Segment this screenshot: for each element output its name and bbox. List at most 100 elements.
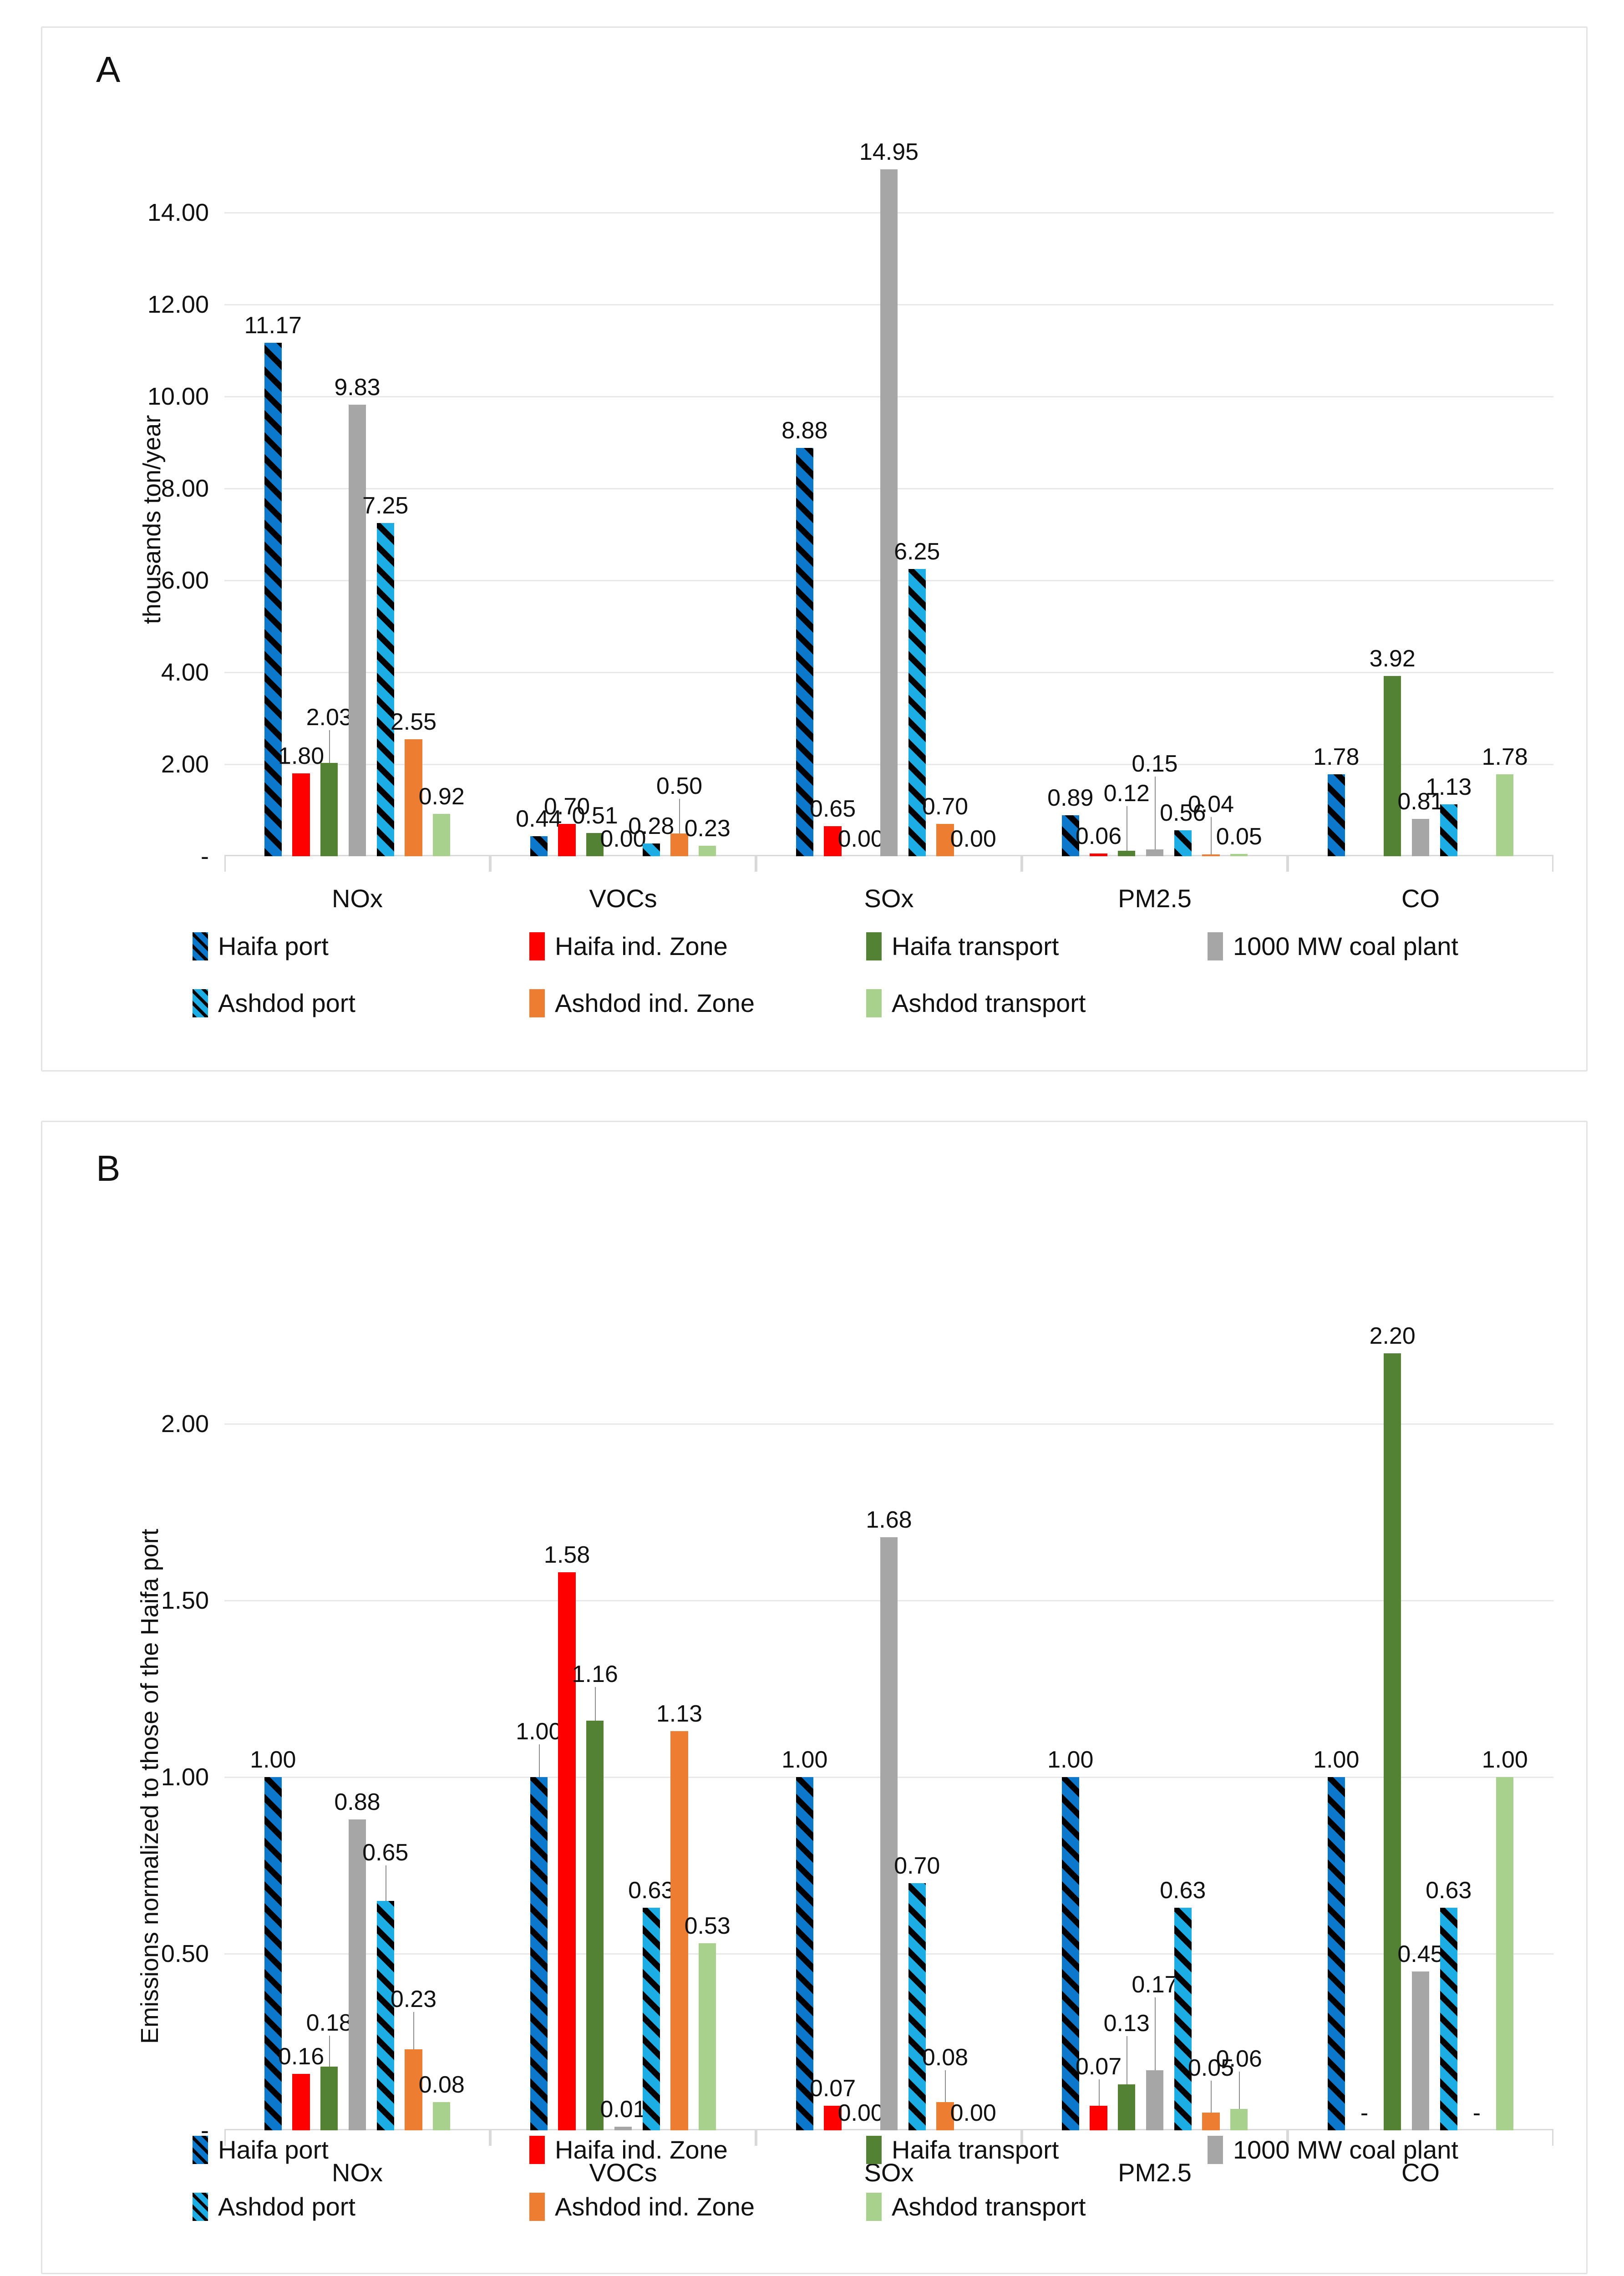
bar-ashdod-port-sox[interactable] <box>908 569 926 856</box>
bar-haifa-ind-pm25[interactable] <box>1090 2105 1107 2130</box>
bar-ashdod-port-vocs[interactable] <box>642 843 660 856</box>
bar-ashdod-tran-nox[interactable] <box>433 814 451 856</box>
legend-row: Haifa port Haifa ind. Zone Haifa transport… <box>193 2135 1512 2192</box>
legend-item-coal[interactable]: 1000 MW coal plant <box>1208 931 1458 961</box>
legend-item-haifa-tran[interactable]: Haifa transport <box>866 931 1059 961</box>
bar-ashdod-ind-vocs[interactable] <box>670 1731 688 2130</box>
bar-slot: 1.00 <box>1482 1311 1528 2130</box>
bar-ashdod-port-co[interactable] <box>1440 804 1457 856</box>
bar-haifa-ind-sox[interactable] <box>824 2105 842 2130</box>
legend-item-haifa-port[interactable]: Haifa port <box>193 931 329 961</box>
bar-slot: 0.00 <box>838 144 884 856</box>
bar-coal-nox[interactable] <box>348 1819 366 2130</box>
bar-ashdod-tran-vocs[interactable] <box>699 845 716 856</box>
bar-ashdod-port-pm25[interactable] <box>1174 830 1192 856</box>
bar-ashdod-tran-pm25[interactable] <box>1230 2109 1248 2130</box>
bar-slot: - <box>1463 1311 1491 2130</box>
bar-ashdod-tran-vocs[interactable] <box>699 1943 716 2130</box>
legend-label: Haifa ind. Zone <box>555 2135 728 2164</box>
bar-ashdod-tran-co[interactable] <box>1496 774 1514 856</box>
bar-ashdod-port-vocs[interactable] <box>642 1908 660 2130</box>
bar-ashdod-port-nox[interactable] <box>376 523 394 856</box>
bar-coal-pm25[interactable] <box>1146 849 1164 856</box>
bar-ashdod-tran-nox[interactable] <box>433 2102 451 2130</box>
bar-haifa-tran-pm25[interactable] <box>1118 850 1136 856</box>
bar-haifa-ind-vocs[interactable] <box>558 1572 576 2130</box>
legend-item-ashdod-tran[interactable]: Ashdod transport <box>866 2192 1086 2221</box>
bar-haifa-port-sox[interactable] <box>796 1777 813 2130</box>
bar-ashdod-ind-sox[interactable] <box>936 824 954 856</box>
y-axis-tick-label: 8.00 <box>161 475 209 503</box>
bar-haifa-port-nox[interactable] <box>264 343 282 856</box>
bar-ashdod-ind-nox[interactable] <box>405 2049 422 2130</box>
bar-slot: 2.55 <box>391 144 436 856</box>
bar-ashdod-port-nox[interactable] <box>376 1900 394 2130</box>
label-leader-line <box>329 2036 330 2067</box>
bar-haifa-port-sox[interactable] <box>796 448 813 856</box>
bar-haifa-port-nox[interactable] <box>264 1777 282 2130</box>
bar-haifa-port-co[interactable] <box>1327 1777 1345 2130</box>
legend-item-ashdod-tran[interactable]: Ashdod transport <box>866 988 1086 1018</box>
bar-haifa-ind-vocs[interactable] <box>558 824 576 856</box>
bar-ashdod-port-co[interactable] <box>1440 1908 1457 2130</box>
bar-slot: 1.00 <box>1047 1311 1093 2130</box>
legend-item-ashdod-ind[interactable]: Ashdod ind. Zone <box>529 2192 755 2221</box>
legend-item-haifa-tran[interactable]: Haifa transport <box>866 2135 1059 2164</box>
bar-haifa-tran-vocs[interactable] <box>586 833 604 856</box>
bar-slot: 1.58 <box>544 1311 590 2130</box>
bar-haifa-tran-nox[interactable] <box>320 763 338 856</box>
bar-haifa-ind-nox[interactable] <box>292 2073 310 2130</box>
bar-haifa-port-pm25[interactable] <box>1061 815 1079 856</box>
bar-ashdod-ind-vocs[interactable] <box>670 833 688 856</box>
bar-coal-sox[interactable] <box>880 1537 898 2130</box>
legend-item-haifa-ind[interactable]: Haifa ind. Zone <box>529 931 728 961</box>
bar-haifa-tran-pm25[interactable] <box>1118 2084 1136 2130</box>
bar-value-label: 0.00 <box>950 2100 996 2126</box>
bar-ashdod-tran-co[interactable] <box>1496 1777 1514 2130</box>
panel-b-letter: B <box>96 1148 121 1189</box>
legend-item-ashdod-ind[interactable]: Ashdod ind. Zone <box>529 988 755 1018</box>
bar-value-label: 0.00 <box>600 826 646 852</box>
bar-slot: 0.70 <box>544 144 590 856</box>
y-axis-tick-label: 4.00 <box>161 659 209 686</box>
x-axis-tick <box>755 2130 756 2146</box>
x-axis-tick <box>756 2130 757 2146</box>
bar-ashdod-ind-pm25[interactable] <box>1202 854 1220 856</box>
legend-item-ashdod-port[interactable]: Ashdod port <box>193 2192 355 2221</box>
bar-haifa-tran-co[interactable] <box>1384 676 1401 856</box>
bar-ashdod-port-pm25[interactable] <box>1174 1908 1192 2130</box>
bar-haifa-ind-nox[interactable] <box>292 773 310 856</box>
bar-haifa-ind-pm25[interactable] <box>1090 853 1107 856</box>
bar-ashdod-ind-sox[interactable] <box>936 2102 954 2130</box>
bar-value-label: 1.68 <box>866 1506 912 1533</box>
bar-slot: 0.89 <box>1047 144 1093 856</box>
bar-coal-co[interactable] <box>1411 1971 1430 2130</box>
bar-haifa-tran-vocs[interactable] <box>586 1721 604 2130</box>
x-axis-category-label: SOx <box>864 884 914 913</box>
x-axis-tick <box>224 2130 226 2146</box>
bar-coal-vocs[interactable] <box>614 2127 632 2130</box>
bar-value-label: 1.00 <box>516 1718 562 1745</box>
bar-haifa-port-pm25[interactable] <box>1061 1777 1079 2130</box>
legend-item-ashdod-port[interactable]: Ashdod port <box>193 988 355 1018</box>
bar-haifa-tran-co[interactable] <box>1384 1353 1401 2130</box>
bar-haifa-ind-sox[interactable] <box>824 826 842 856</box>
bar-ashdod-ind-nox[interactable] <box>405 739 422 856</box>
bar-coal-nox[interactable] <box>348 404 366 856</box>
bar-ashdod-port-sox[interactable] <box>908 1883 926 2130</box>
legend-item-haifa-port[interactable]: Haifa port <box>193 2135 329 2164</box>
bar-haifa-port-vocs[interactable] <box>530 836 548 856</box>
bar-haifa-tran-nox[interactable] <box>320 2067 338 2130</box>
bar-value-label: 0.05 <box>1188 2055 1234 2082</box>
bar-coal-sox[interactable] <box>880 169 898 856</box>
bar-value-label: 0.08 <box>922 2044 969 2071</box>
legend-item-haifa-ind[interactable]: Haifa ind. Zone <box>529 2135 728 2164</box>
bar-ashdod-ind-pm25[interactable] <box>1202 2113 1220 2130</box>
bar-ashdod-tran-pm25[interactable] <box>1230 854 1248 856</box>
bar-coal-co[interactable] <box>1411 819 1430 856</box>
bar-haifa-port-vocs[interactable] <box>530 1777 548 2130</box>
bar-coal-pm25[interactable] <box>1146 2070 1164 2130</box>
bar-haifa-port-co[interactable] <box>1327 774 1345 856</box>
legend-item-coal[interactable]: 1000 MW coal plant <box>1208 2135 1458 2164</box>
bar-slot: 3.92 <box>1370 144 1416 856</box>
